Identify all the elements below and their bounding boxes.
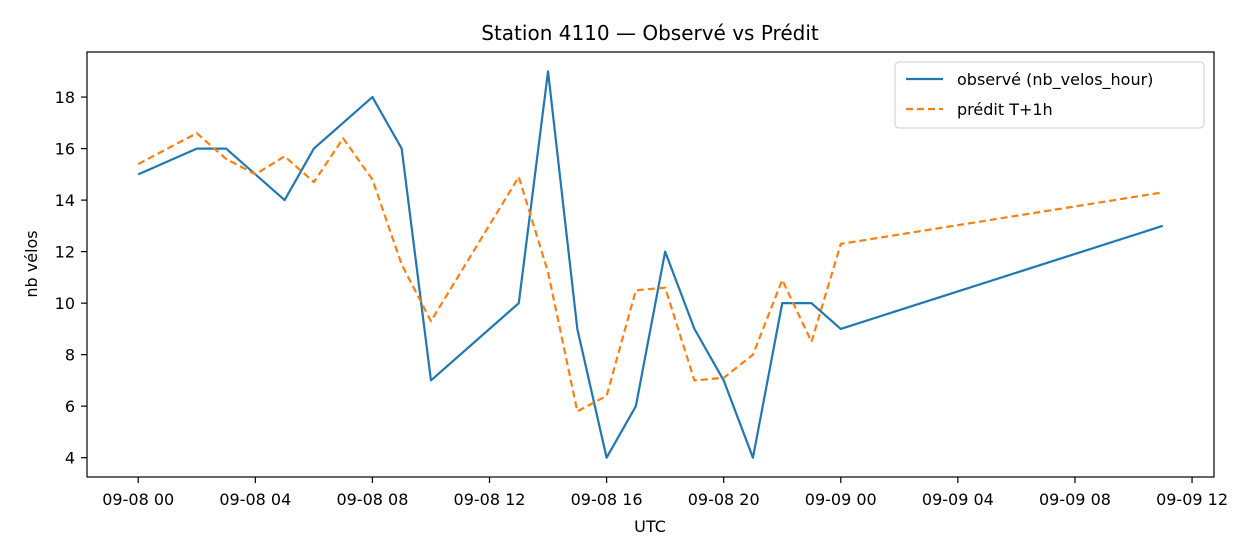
legend-label-predicted: prédit T+1h	[957, 100, 1053, 119]
y-tick-label: 4	[65, 449, 75, 468]
x-tick-label: 09-08 04	[219, 490, 291, 509]
legend: observé (nb_velos_hour) prédit T+1h	[894, 61, 1205, 129]
plot-frame	[86, 51, 1215, 478]
series-line-observed	[137, 70, 1164, 459]
x-tick-label: 09-08 20	[688, 490, 760, 509]
x-tick-label: 09-09 04	[922, 490, 994, 509]
y-tick-label: 14	[55, 191, 75, 210]
x-tick-label: 09-09 08	[1039, 490, 1111, 509]
chart-title: Station 4110 — Observé vs Prédit	[481, 21, 819, 45]
y-tick-label: 18	[55, 88, 75, 107]
x-tick-label: 09-08 16	[571, 490, 643, 509]
series-layer	[137, 70, 1164, 459]
series-line-predicted	[137, 132, 1163, 413]
x-tick-label: 09-09 00	[805, 490, 877, 509]
x-tick-label: 09-08 00	[102, 490, 174, 509]
x-axis-label: UTC	[634, 517, 666, 536]
x-tick-label: 09-08 12	[454, 490, 526, 509]
legend-label-observed: observé (nb_velos_hour)	[957, 70, 1153, 90]
y-axis: 4 6 8 10 12 14 16 18	[55, 88, 87, 468]
y-tick-label: 16	[55, 140, 75, 159]
y-tick-label: 8	[65, 346, 75, 365]
y-tick-label: 6	[65, 397, 75, 416]
y-tick-label: 12	[55, 243, 75, 262]
y-axis-label: nb vélos	[22, 230, 41, 297]
y-tick-label: 10	[55, 294, 75, 313]
x-tick-label: 09-09 12	[1156, 490, 1228, 509]
x-tick-label: 09-08 08	[336, 490, 408, 509]
x-axis: 09-08 00 09-08 04 09-08 08 09-08 12 09-08 16…	[102, 477, 1228, 509]
legend-box	[894, 61, 1205, 129]
